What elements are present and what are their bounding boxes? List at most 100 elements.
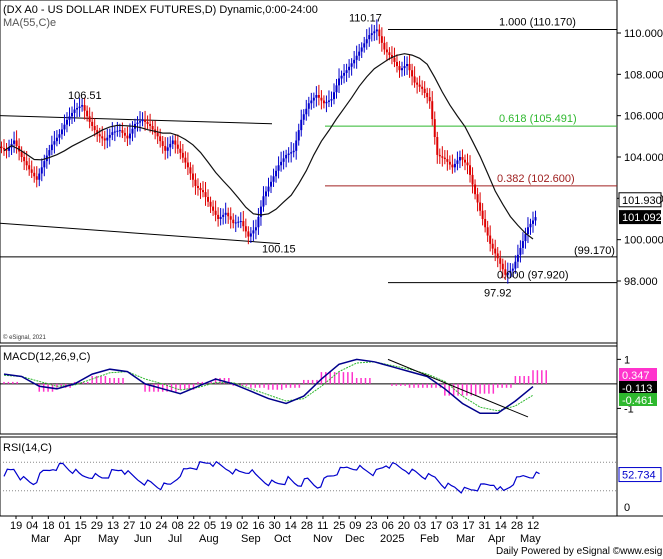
candle-body: [385, 49, 388, 53]
candle-body: [365, 39, 368, 44]
candle-body: [214, 210, 217, 215]
date-label: 11: [317, 520, 328, 532]
candle-body: [285, 154, 288, 159]
fibonacci-label: 1.000 (110.170): [499, 16, 576, 28]
candle-body: [48, 150, 51, 156]
candle-body: [131, 128, 134, 134]
month-label: 2025: [380, 533, 404, 545]
candle-body: [340, 75, 343, 79]
candle-body: [519, 247, 522, 255]
month-label: Apr: [64, 533, 81, 545]
candle-body: [350, 63, 353, 67]
date-label: 28: [511, 520, 523, 532]
candle-body: [509, 270, 512, 273]
candle-body: [151, 126, 154, 130]
candle-body: [202, 190, 205, 193]
candle-body: [50, 144, 53, 151]
candle-body: [330, 99, 333, 101]
price-tags: 101.930 101.092: [618, 192, 662, 225]
macd-tag-box: [619, 381, 657, 394]
candle-body: [30, 169, 33, 173]
candle-body: [501, 263, 504, 270]
candle-body: [277, 165, 280, 171]
candle-body: [212, 206, 215, 211]
candle-body: [3, 148, 5, 150]
candle-body: [368, 35, 371, 40]
month-label: Sep: [241, 533, 261, 545]
candle-body: [401, 68, 404, 71]
candle-body: [239, 221, 242, 223]
macd-indicator: MACD(12,26,9,C) 1 -1 0.347-0.113-0.461: [0, 351, 657, 418]
candle-body: [295, 140, 298, 151]
candle-body: [426, 92, 429, 98]
date-label: 09: [349, 520, 361, 532]
price-annotation: 106.51: [68, 90, 102, 102]
candle-body: [191, 173, 194, 180]
candle-body: [88, 116, 91, 122]
candle-body: [146, 121, 149, 124]
candle-body: [292, 150, 295, 153]
candle-body: [325, 101, 328, 104]
candle-body: [28, 165, 31, 170]
candle-body: [20, 151, 23, 157]
macd-tag-text: 0.347: [622, 370, 650, 382]
month-label: Feb: [420, 533, 439, 545]
date-label: 20: [398, 520, 410, 532]
candle-body: [481, 210, 484, 219]
candle-body: [121, 130, 124, 133]
candle-body: [156, 132, 159, 137]
candle-body: [343, 72, 346, 76]
month-label: Apr: [488, 533, 505, 545]
candle-body: [196, 185, 199, 188]
candle-body: [179, 148, 182, 153]
candle-body: [383, 42, 386, 50]
candle-body: [222, 214, 225, 217]
candle-body: [315, 95, 318, 98]
candle-body: [242, 221, 245, 227]
date-label: 17: [430, 520, 442, 532]
date-label: 17: [462, 520, 474, 532]
candle-body: [189, 167, 192, 174]
macd-tag-box: [619, 393, 657, 406]
candle-body: [144, 119, 147, 122]
candle-body: [360, 47, 363, 52]
date-label: 13: [107, 520, 119, 532]
price-annotation: 100.15: [262, 244, 296, 256]
fibonacci-label: 0.382 (102.600): [497, 173, 575, 185]
candle-body: [40, 167, 43, 174]
price-y-tick-label: 100.000: [624, 235, 663, 247]
candle-body: [282, 158, 285, 162]
price-y-tick-label: 106.000: [624, 111, 663, 123]
date-label: 23: [365, 520, 377, 532]
candle-body: [116, 130, 119, 132]
macd-signal-line: [3, 361, 534, 412]
candle-body: [55, 137, 58, 142]
candle-body: [322, 100, 325, 104]
candle-body: [141, 119, 144, 122]
month-label: May: [520, 533, 541, 545]
date-label: 24: [155, 520, 167, 532]
candle-body: [418, 84, 421, 87]
chart-title: (DX A0 - US DOLLAR INDEX FUTURES,D) Dyna…: [3, 4, 318, 16]
candle-body: [514, 261, 517, 269]
candle-body: [423, 88, 426, 93]
candle-body: [139, 121, 142, 123]
month-label: Mar: [31, 533, 50, 545]
candle-body: [338, 78, 341, 86]
candle-body: [13, 140, 16, 144]
candle-body: [491, 243, 494, 249]
candle-body: [373, 31, 376, 34]
candle-body: [348, 66, 351, 71]
candle-body: [83, 105, 86, 111]
candle-body: [436, 137, 439, 155]
price-panel-frame: [0, 0, 618, 344]
candle-body: [461, 157, 464, 160]
date-label: 16: [252, 520, 264, 532]
price-tag-text: 101.930: [622, 195, 662, 207]
candle-body: [532, 220, 534, 224]
candle-body: [38, 173, 41, 180]
macd-tag-box: [619, 368, 657, 381]
candle-body: [8, 147, 11, 151]
price-annotations: 106.51 110.17 100.15 97.92 1.000 (110.170) 0.…: [68, 12, 615, 299]
candle-body: [254, 227, 257, 231]
